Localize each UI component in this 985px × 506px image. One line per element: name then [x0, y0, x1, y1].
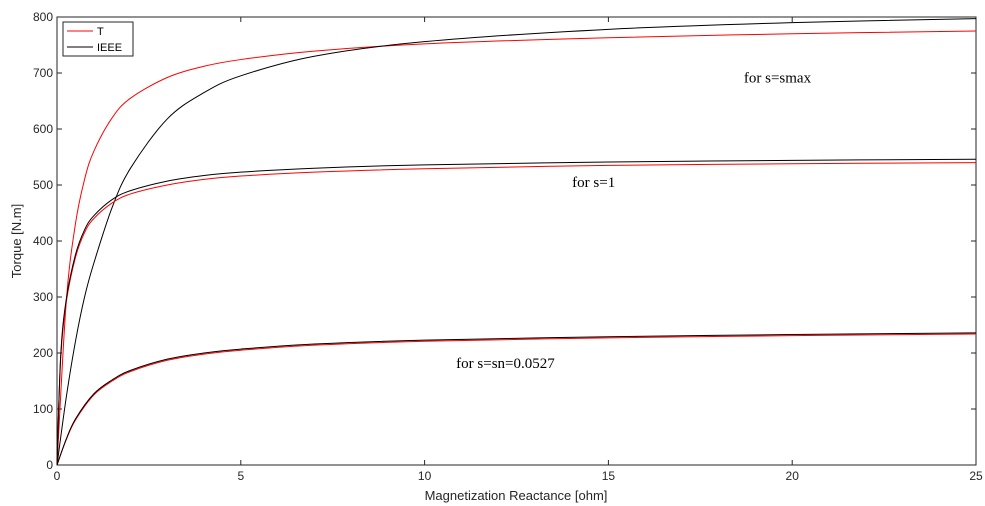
legend-label-t: T [97, 26, 104, 38]
y-tick-label: 300 [33, 290, 53, 304]
series-line-t-4 [56, 333, 977, 466]
series-line-ieee-3 [56, 158, 977, 466]
x-tick-label: 5 [237, 469, 244, 483]
curve-annotation: for s=smax [744, 71, 812, 87]
ticks-layer: 0 5 10 15 20 25 0 100 200 300 400 500 600 700 800 [33, 10, 983, 483]
series-line-ieee-5 [56, 332, 977, 466]
annotation-layer: for s=smax for s=1 for s=sn=0.0527 [456, 71, 811, 373]
legend: T IEEE [62, 21, 134, 57]
x-tick-label: 0 [54, 469, 61, 483]
legend-label-ieee: IEEE [97, 42, 122, 54]
x-tick-label: 20 [786, 469, 800, 483]
y-axis-label: Torque [N.m] [9, 204, 24, 278]
series-line-ieee-1 [56, 18, 977, 466]
legend-box [62, 21, 134, 57]
x-tick-label: 15 [602, 469, 616, 483]
series-line-t-0 [56, 30, 977, 466]
curve-annotation: for s=1 [572, 175, 615, 191]
y-tick-label: 100 [33, 402, 53, 416]
y-tick-label: 700 [33, 66, 53, 80]
x-tick-label: 25 [969, 469, 983, 483]
curve-annotation: for s=sn=0.0527 [456, 356, 555, 372]
series-layer [56, 18, 977, 466]
y-tick-label: 200 [33, 346, 53, 360]
y-tick-label: 0 [46, 458, 53, 472]
y-tick-label: 500 [33, 178, 53, 192]
plot-area [56, 16, 977, 466]
x-axis-label: Magnetization Reactance [ohm] [425, 488, 608, 503]
x-tick-label: 10 [418, 469, 432, 483]
series-line-t-2 [56, 162, 977, 466]
y-tick-label: 400 [33, 234, 53, 248]
y-tick-label: 800 [33, 10, 53, 24]
y-tick-label: 600 [33, 122, 53, 136]
